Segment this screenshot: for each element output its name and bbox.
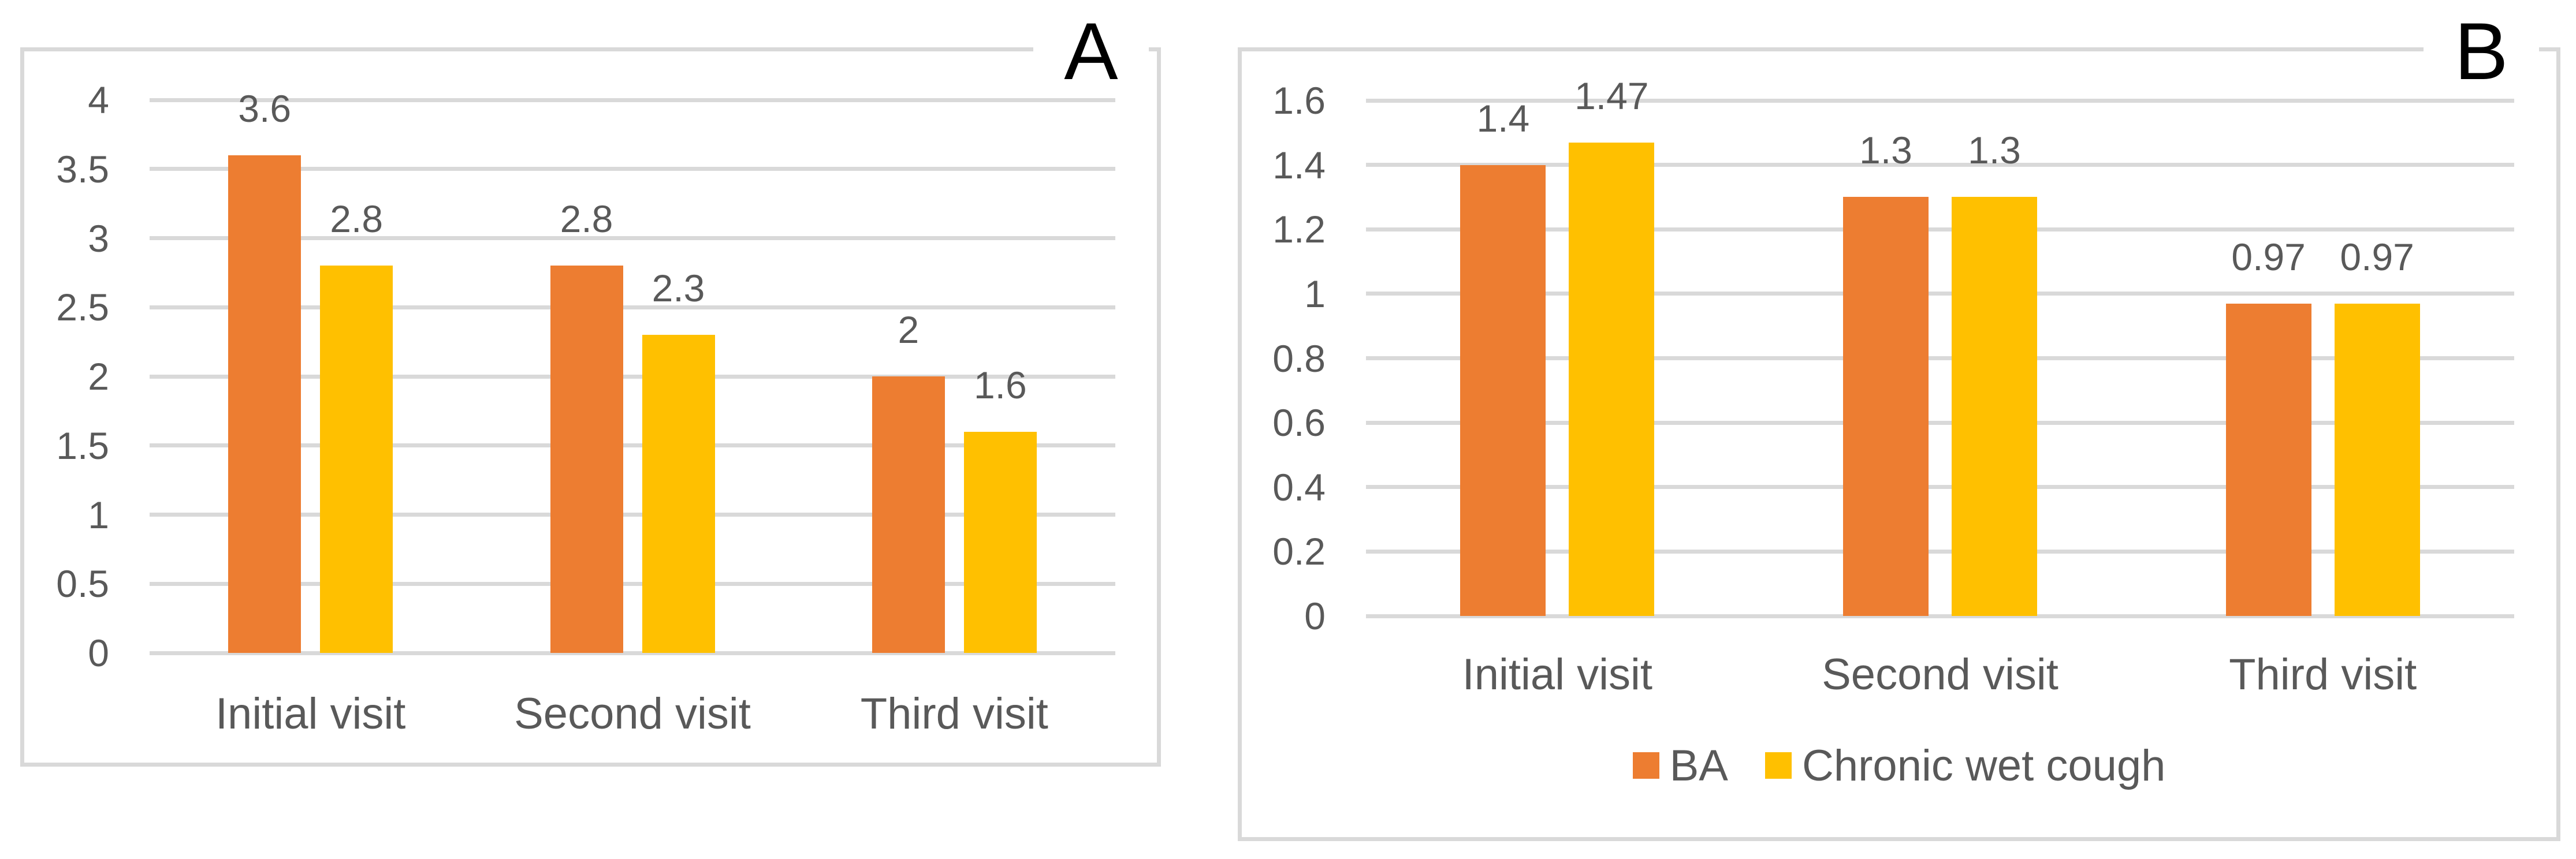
bar-chronic-wet-cough bbox=[2334, 303, 2420, 616]
legend-swatch-ba-icon bbox=[1632, 752, 1659, 779]
legend-label-ba: BA bbox=[1669, 741, 1728, 790]
data-label: 0.97 bbox=[2340, 235, 2414, 278]
y-tick-label: 4 bbox=[88, 79, 109, 121]
gridline bbox=[150, 443, 1115, 448]
y-tick-label: 1.5 bbox=[56, 424, 109, 467]
data-label: 1.4 bbox=[1476, 96, 1530, 140]
y-tick-label: 0.6 bbox=[1272, 401, 1326, 445]
category-label: Second visit bbox=[1822, 650, 2058, 699]
y-tick-label: 1.2 bbox=[1272, 208, 1326, 251]
data-label: 1.3 bbox=[1968, 129, 2021, 172]
gridline bbox=[1366, 356, 2514, 360]
gridline bbox=[1366, 614, 2514, 618]
data-label: 2.8 bbox=[560, 197, 613, 241]
gridline bbox=[1366, 292, 2514, 296]
gridline bbox=[1366, 485, 2514, 490]
gridline bbox=[150, 167, 1115, 171]
panel-a-label: A bbox=[1033, 8, 1149, 95]
category-label: Third visit bbox=[860, 689, 1048, 738]
data-label: 1.47 bbox=[1574, 74, 1649, 117]
bar-ba bbox=[2225, 303, 2311, 616]
gridline bbox=[150, 98, 1115, 102]
y-tick-label: 2 bbox=[88, 355, 109, 398]
panel-b-label: B bbox=[2424, 8, 2539, 95]
category-label: Third visit bbox=[2229, 650, 2417, 699]
bar-chronic-wet-cough bbox=[1952, 197, 2037, 616]
y-tick-label: 0 bbox=[88, 632, 109, 674]
y-tick-label: 0 bbox=[1304, 595, 1326, 637]
category-label: Second visit bbox=[514, 689, 751, 738]
bar-chronic-wet-cough bbox=[642, 335, 715, 653]
data-label: 1.3 bbox=[1859, 129, 1912, 172]
gridline bbox=[150, 236, 1115, 240]
bar-ba bbox=[1460, 165, 1546, 616]
bar-chronic-wet-cough bbox=[963, 431, 1037, 653]
data-label: 2.3 bbox=[652, 267, 705, 310]
data-label: 3.6 bbox=[238, 87, 292, 130]
bar-chronic-wet-cough bbox=[320, 266, 393, 653]
data-label: 1.6 bbox=[973, 363, 1027, 406]
data-label: 2 bbox=[898, 308, 920, 351]
legend-item-chronic-wet-cough: Chronic wet cough bbox=[1765, 741, 2165, 791]
gridline bbox=[150, 581, 1115, 586]
legend: BA Chronic wet cough bbox=[1238, 741, 2560, 790]
gridline bbox=[1366, 549, 2514, 554]
bar-chronic-wet-cough bbox=[1569, 142, 1655, 616]
y-tick-label: 1 bbox=[88, 493, 109, 536]
gridline bbox=[150, 651, 1115, 655]
category-label: Initial visit bbox=[1462, 650, 1653, 699]
y-tick-label: 3.5 bbox=[56, 147, 109, 191]
y-tick-label: 0.8 bbox=[1272, 337, 1326, 380]
bar-ba bbox=[1843, 197, 1929, 616]
legend-swatch-chronic-wet-cough-icon bbox=[1765, 752, 1792, 779]
category-label: Initial visit bbox=[215, 689, 406, 738]
y-tick-label: 2.5 bbox=[56, 286, 109, 329]
legend-item-ba: BA bbox=[1632, 741, 1728, 791]
gridline bbox=[1366, 227, 2514, 231]
bar-ba bbox=[872, 376, 945, 653]
y-tick-label: 3 bbox=[88, 216, 109, 260]
data-label: 2.8 bbox=[330, 197, 384, 241]
gridline bbox=[1366, 420, 2514, 425]
y-tick-label: 1 bbox=[1304, 272, 1326, 315]
y-tick-label: 1.4 bbox=[1272, 143, 1326, 186]
gridline bbox=[150, 305, 1115, 309]
bar-ba bbox=[228, 155, 301, 653]
y-tick-label: 0.5 bbox=[56, 562, 109, 606]
data-label: 0.97 bbox=[2231, 235, 2306, 278]
gridline bbox=[1366, 163, 2514, 167]
y-tick-label: 0.2 bbox=[1272, 530, 1326, 573]
gridline bbox=[150, 513, 1115, 517]
legend-label-chronic-wet-cough: Chronic wet cough bbox=[1801, 741, 2166, 790]
bar-ba bbox=[550, 266, 623, 653]
gridline bbox=[1366, 98, 2514, 103]
gridline bbox=[150, 374, 1115, 379]
y-tick-label: 1.6 bbox=[1272, 79, 1326, 122]
y-tick-label: 0.4 bbox=[1272, 465, 1326, 509]
